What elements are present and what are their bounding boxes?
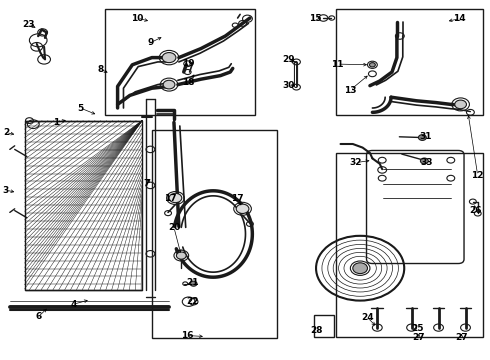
Text: 17: 17 bbox=[164, 194, 177, 203]
Text: 3: 3 bbox=[3, 186, 9, 195]
Text: 16: 16 bbox=[181, 331, 194, 340]
Circle shape bbox=[353, 263, 368, 274]
Text: 33: 33 bbox=[420, 158, 433, 167]
Text: 23: 23 bbox=[22, 20, 35, 29]
Text: 31: 31 bbox=[419, 132, 432, 141]
Circle shape bbox=[176, 252, 186, 259]
Text: 26: 26 bbox=[469, 206, 482, 215]
Text: 13: 13 bbox=[344, 86, 357, 95]
Text: 28: 28 bbox=[310, 326, 322, 335]
Text: 1: 1 bbox=[53, 118, 59, 127]
Circle shape bbox=[162, 53, 176, 63]
Text: 22: 22 bbox=[186, 297, 198, 306]
Text: 6: 6 bbox=[35, 312, 41, 321]
Bar bbox=[336, 9, 483, 115]
Text: 21: 21 bbox=[186, 278, 198, 287]
Text: 17: 17 bbox=[231, 194, 244, 203]
Text: 10: 10 bbox=[131, 14, 144, 23]
Bar bbox=[152, 130, 277, 338]
Text: 27: 27 bbox=[413, 333, 425, 342]
Circle shape bbox=[169, 193, 182, 203]
Text: 15: 15 bbox=[309, 14, 322, 23]
Text: 24: 24 bbox=[361, 313, 374, 322]
Text: 19: 19 bbox=[182, 59, 195, 68]
Text: 9: 9 bbox=[147, 38, 154, 47]
Circle shape bbox=[418, 135, 426, 140]
Text: 25: 25 bbox=[411, 324, 424, 333]
Circle shape bbox=[455, 100, 466, 109]
Text: 4: 4 bbox=[70, 300, 77, 309]
Bar bbox=[314, 315, 334, 337]
Circle shape bbox=[420, 158, 428, 164]
Bar bbox=[24, 121, 142, 290]
Text: 27: 27 bbox=[455, 333, 468, 342]
Text: 29: 29 bbox=[282, 55, 294, 64]
Text: 7: 7 bbox=[144, 179, 150, 188]
Text: 11: 11 bbox=[331, 60, 343, 69]
Text: 30: 30 bbox=[282, 81, 294, 90]
Text: 2: 2 bbox=[3, 128, 9, 137]
Text: 14: 14 bbox=[453, 14, 466, 23]
Bar bbox=[336, 153, 483, 337]
Text: 20: 20 bbox=[168, 223, 180, 232]
Text: 8: 8 bbox=[98, 65, 103, 74]
Text: 32: 32 bbox=[349, 158, 362, 167]
Circle shape bbox=[369, 63, 375, 67]
Circle shape bbox=[236, 204, 249, 213]
Text: 5: 5 bbox=[77, 104, 83, 113]
Text: 12: 12 bbox=[471, 171, 484, 180]
Circle shape bbox=[163, 80, 175, 89]
Text: 18: 18 bbox=[182, 78, 195, 87]
Bar bbox=[105, 9, 255, 115]
Circle shape bbox=[190, 281, 197, 286]
